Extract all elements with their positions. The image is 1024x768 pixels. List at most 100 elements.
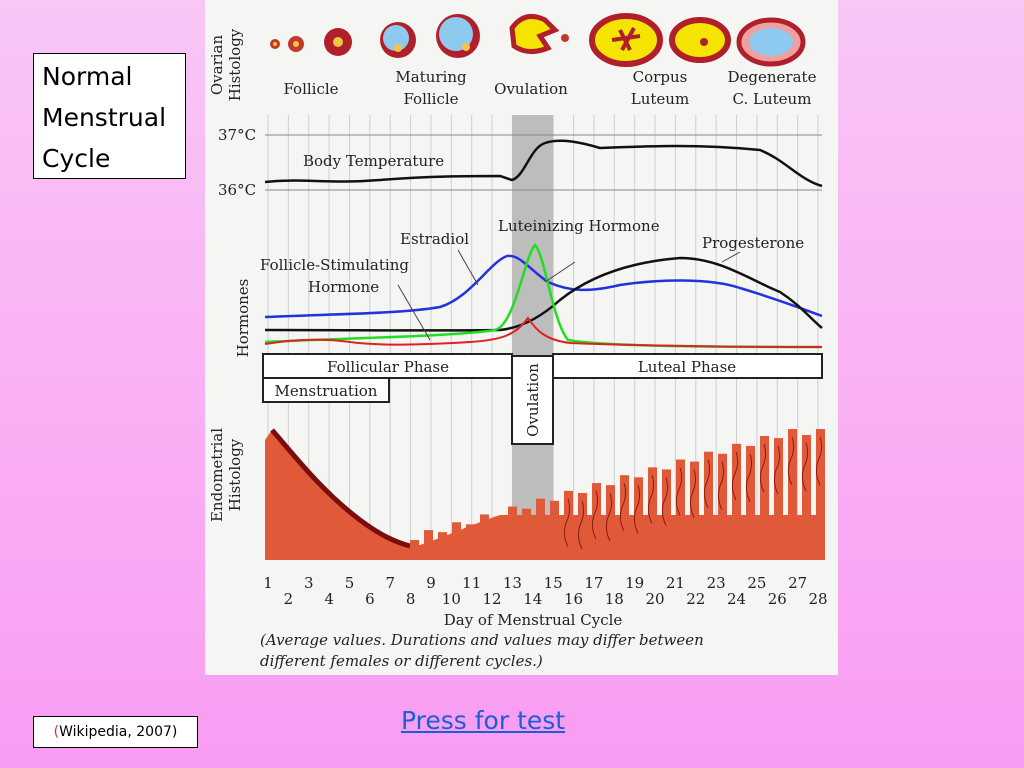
gland-vessel <box>731 451 739 501</box>
gland <box>662 469 671 560</box>
day-label: 5 <box>345 574 355 592</box>
gland <box>732 443 741 560</box>
day-label: 14 <box>523 590 542 608</box>
gland-vessel <box>745 453 753 503</box>
temperature-curve <box>264 139 823 188</box>
gland-vessel <box>563 498 571 548</box>
ovary-illustrations <box>270 13 806 67</box>
gland <box>466 524 475 560</box>
gland-vessel <box>633 485 641 534</box>
gland <box>760 436 769 560</box>
leader-lines <box>397 249 741 341</box>
day-label: 1 <box>263 574 273 592</box>
temp-label: Body Temperature <box>303 152 444 170</box>
day-label: 20 <box>645 590 664 608</box>
gland-vessel <box>717 461 725 510</box>
row-label: Endometrial <box>208 428 226 522</box>
row-label: Histology <box>226 438 244 511</box>
day-label: 24 <box>727 590 746 608</box>
phase-box <box>262 353 513 379</box>
gland-vessel <box>801 442 809 492</box>
day-label: 11 <box>462 574 481 592</box>
citation-text: Wikipedia, 2007) <box>59 724 178 740</box>
note: different females or different cycles.) <box>260 652 543 670</box>
gland-vessel <box>675 467 683 516</box>
citation-paren: ( <box>53 724 60 740</box>
gland-vessel <box>759 443 767 493</box>
day-label: 26 <box>768 590 787 608</box>
gland-vessel <box>619 483 627 532</box>
gland-vessel <box>605 492 613 542</box>
day-label: 8 <box>406 590 416 608</box>
citation: (Wikipedia, 2007) <box>33 716 198 748</box>
phase-label: Ovulation <box>524 363 542 437</box>
gland <box>634 477 643 560</box>
stage-label: C. Luteum <box>733 90 812 108</box>
gland <box>522 508 531 560</box>
day-label: 23 <box>707 574 726 592</box>
row-label: Hormones <box>234 279 252 358</box>
day-label: 6 <box>365 590 375 608</box>
phase-box <box>511 355 554 445</box>
stage-label: Ovulation <box>494 80 568 98</box>
row-label: Ovarian <box>208 35 226 96</box>
gland <box>508 506 517 560</box>
gland-vessel <box>577 500 585 550</box>
ovulation-band <box>512 115 553 560</box>
stage-label: Follicle <box>283 80 338 98</box>
day-label: 7 <box>385 574 395 592</box>
hormone-label: Luteinizing Hormone <box>498 217 660 235</box>
cycle-diagram: Ovarian Histology Follicle Maturing Foll… <box>205 0 838 675</box>
endometrium-edge <box>270 428 411 549</box>
day-label: 25 <box>747 574 766 592</box>
hormone-label: Progesterone <box>702 234 804 252</box>
gland-vessel <box>591 490 599 540</box>
gland <box>704 451 713 560</box>
gland <box>802 435 811 560</box>
gland <box>494 516 503 560</box>
gland <box>746 445 755 560</box>
gland <box>676 459 685 560</box>
title-box: Normal Menstrual Cycle <box>33 53 186 179</box>
gland <box>550 500 559 560</box>
gland-vessel <box>661 477 669 526</box>
temp-high: 37°C <box>218 126 256 144</box>
gland <box>578 492 587 560</box>
day-label: 21 <box>666 574 685 592</box>
day-label: 22 <box>686 590 705 608</box>
gland <box>536 498 545 560</box>
phase-label: Luteal Phase <box>638 358 736 376</box>
day-label: 18 <box>605 590 624 608</box>
gland <box>620 475 629 560</box>
progesterone-curve <box>264 256 823 332</box>
hormone-label: Hormone <box>308 278 379 296</box>
gland <box>690 461 699 560</box>
note: (Average values. Durations and values ma… <box>260 631 704 649</box>
row-label: Histology <box>226 28 244 101</box>
stage-label: Maturing <box>395 68 467 86</box>
temp-low: 36°C <box>218 181 256 199</box>
gland <box>424 530 433 560</box>
phase-label: Follicular Phase <box>327 358 449 376</box>
endometrium-glands <box>410 429 825 560</box>
day-label: 12 <box>483 590 502 608</box>
day-labels: 1234567891011121314151617181920212223242… <box>263 574 827 608</box>
gland <box>606 485 615 560</box>
day-label: 17 <box>584 574 603 592</box>
test-link[interactable]: Press for test <box>401 706 566 735</box>
day-label: 3 <box>304 574 314 592</box>
stage-label: Corpus <box>633 68 688 86</box>
fsh-curve <box>264 316 823 348</box>
phase-label: Menstruation <box>275 382 378 400</box>
hormone-label: Estradiol <box>400 230 469 248</box>
day-label: 4 <box>324 590 334 608</box>
gland <box>648 467 657 560</box>
day-label: 9 <box>426 574 436 592</box>
gland-vessel <box>787 436 795 486</box>
phase-box <box>262 377 390 403</box>
gland <box>774 438 783 560</box>
gland <box>592 483 601 560</box>
gland-vessel <box>647 475 655 524</box>
title-line: Cycle <box>42 144 111 173</box>
